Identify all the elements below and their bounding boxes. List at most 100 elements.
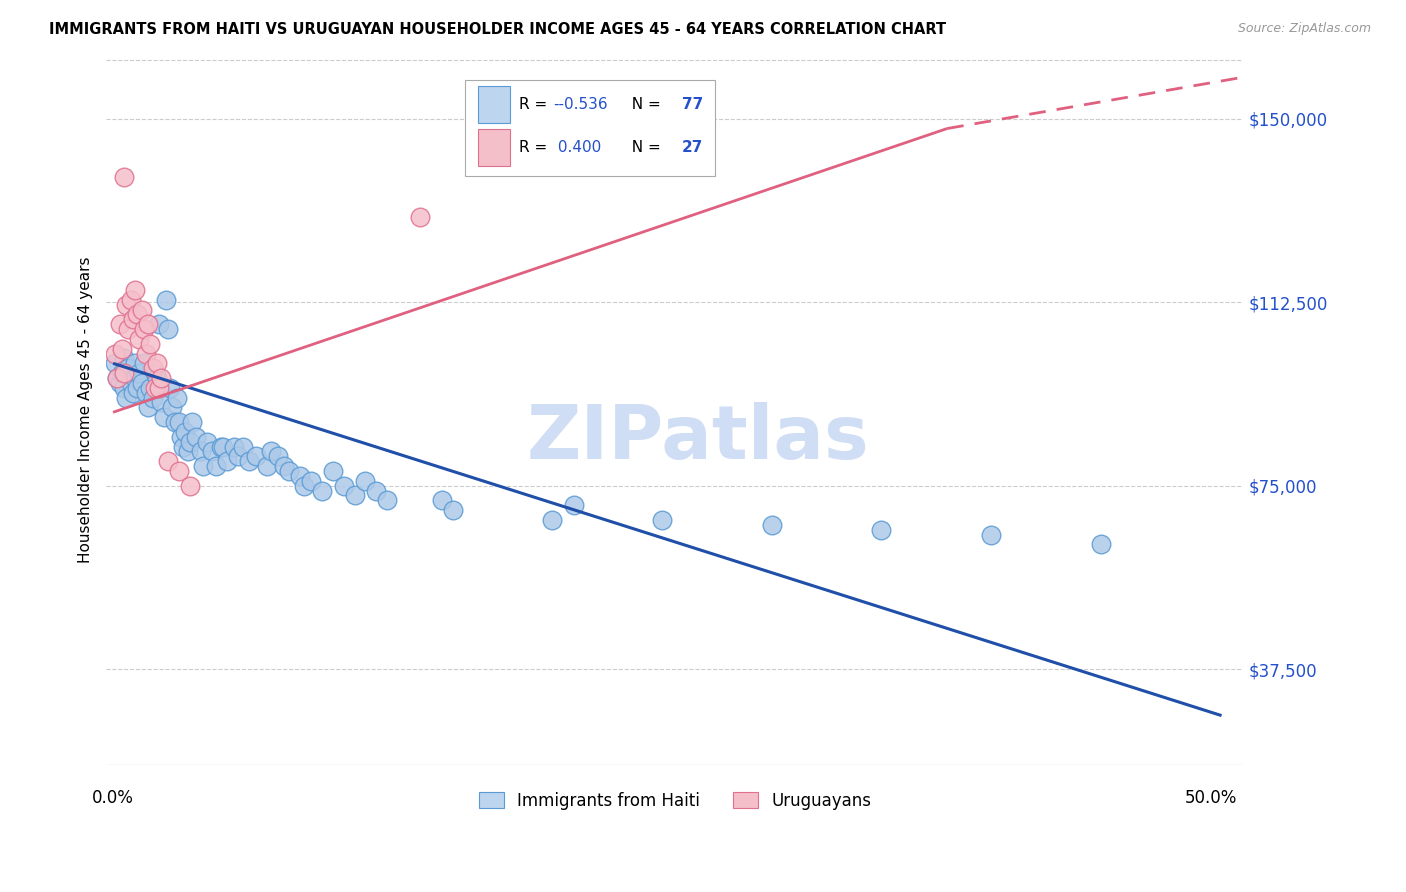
Point [299,474,322,488]
FancyBboxPatch shape [464,80,714,176]
Point [115,298,138,312]
Point [232,440,254,454]
Point [155,293,177,307]
Point [562,498,585,512]
Point [131,302,153,317]
Point [148,381,170,395]
Point [260,444,283,458]
Point [124,356,146,370]
Point [142,391,165,405]
Point [104,356,127,370]
Point [139,381,162,395]
Point [146,356,169,370]
Point [179,434,201,449]
Point [152,410,174,425]
Point [142,361,165,376]
Point [121,385,143,400]
Point [150,395,173,409]
Text: 77: 77 [682,97,703,112]
Point [332,478,354,492]
Point [181,415,204,429]
Point [135,385,157,400]
Point [191,459,214,474]
Point [146,371,169,385]
Y-axis label: Householder Income Ages 45 - 64 years: Householder Income Ages 45 - 64 years [79,257,93,563]
Point [167,415,190,429]
Point [107,371,129,385]
Text: N =: N = [621,140,665,155]
Point [292,478,315,492]
Point [201,444,224,458]
Text: R =: R = [519,140,553,155]
Point [156,454,179,468]
Point [273,459,295,474]
Point [136,317,159,331]
Point [179,478,201,492]
Point [205,459,228,474]
Point [104,346,127,360]
Point [980,527,1002,541]
Point [1090,537,1112,551]
Point [245,450,267,464]
Point [112,366,135,380]
Point [343,488,366,502]
FancyBboxPatch shape [478,87,510,123]
Point [131,376,153,390]
Point [124,283,146,297]
Point [256,459,278,474]
Point [162,401,184,415]
Point [311,483,333,498]
Point [172,440,194,454]
Point [322,464,344,478]
Point [156,322,179,336]
Point [127,307,149,321]
Point [112,351,135,366]
Point [159,381,181,395]
Point [108,317,131,331]
Point [651,513,673,527]
Point [209,440,232,454]
Text: 0.0%: 0.0% [93,789,134,807]
Point [870,523,893,537]
Point [112,170,135,185]
Point [136,401,159,415]
Legend: Immigrants from Haiti, Uruguayans: Immigrants from Haiti, Uruguayans [472,785,879,816]
Text: 0.400: 0.400 [554,140,602,155]
Text: IMMIGRANTS FROM HAITI VS URUGUAYAN HOUSEHOLDER INCOME AGES 45 - 64 YEARS CORRELA: IMMIGRANTS FROM HAITI VS URUGUAYAN HOUSE… [49,22,946,37]
Point [163,415,186,429]
Text: ZIPatlas: ZIPatlas [526,401,869,475]
Point [197,434,219,449]
Point [541,513,564,527]
Point [167,464,190,478]
Point [174,425,197,439]
Text: 27: 27 [682,140,703,155]
Point [115,391,138,405]
Point [148,381,170,395]
Point [211,440,233,454]
Point [143,366,166,380]
Point [150,371,173,385]
Point [132,322,155,336]
Point [121,312,143,326]
Point [226,450,249,464]
Point [139,336,162,351]
Point [176,444,198,458]
FancyBboxPatch shape [478,129,510,166]
Point [186,430,208,444]
Point [111,366,134,380]
Point [128,366,150,380]
Point [120,293,142,307]
Point [222,440,245,454]
Text: Source: ZipAtlas.com: Source: ZipAtlas.com [1237,22,1371,36]
Point [432,493,454,508]
Point [132,356,155,370]
Point [108,376,131,390]
Point [124,371,146,385]
Point [288,468,311,483]
Point [117,322,139,336]
Point [135,346,157,360]
Point [238,454,260,468]
Point [217,454,239,468]
Point [441,503,464,517]
Point [143,381,166,395]
